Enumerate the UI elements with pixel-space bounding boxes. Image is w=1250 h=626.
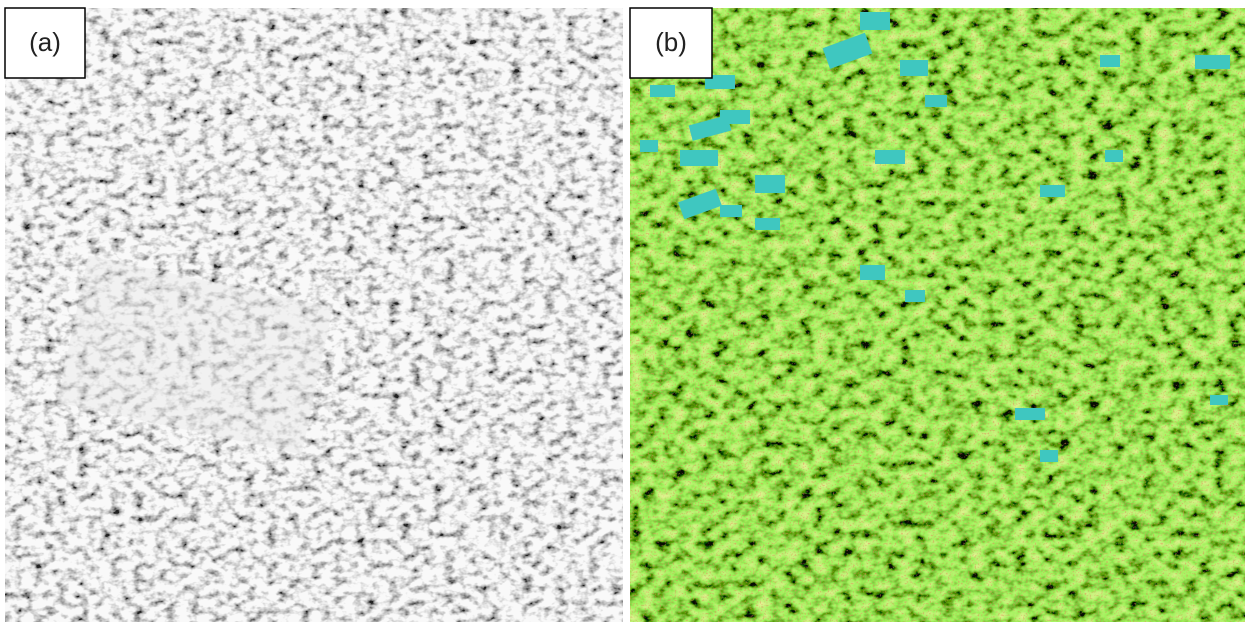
panel-a: [5, 8, 623, 622]
panel-b: [630, 8, 1245, 622]
panel-label: (a): [29, 27, 61, 57]
figure: (a) (b): [0, 0, 1250, 626]
panel-label: (b): [655, 27, 687, 57]
